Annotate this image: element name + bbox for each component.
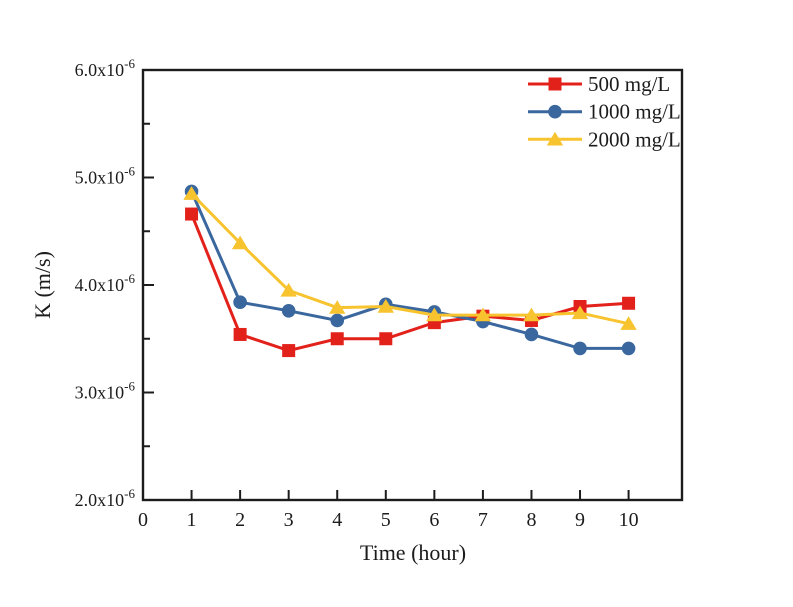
- data-point: [280, 282, 297, 297]
- data-point: [474, 307, 492, 322]
- data-point: [233, 295, 247, 310]
- x-tick-label: 1: [187, 509, 197, 531]
- series-line: [190, 190, 629, 350]
- x-tick-label: 6: [429, 509, 439, 531]
- legend-label: 2000 mg/L: [588, 127, 681, 151]
- data-point: [523, 307, 540, 322]
- legend-marker: [548, 77, 562, 91]
- data-point: [524, 327, 539, 342]
- y-axis-title: K (m/s): [30, 251, 55, 319]
- data-point: [282, 344, 296, 358]
- x-tick-label: 5: [381, 509, 391, 531]
- legend-item-2000-mg-l: 2000 mg/L: [528, 127, 681, 151]
- data-point: [185, 207, 199, 221]
- data-point: [622, 296, 636, 310]
- y-tick-label: 6.0x10-6: [75, 56, 136, 80]
- data-point: [621, 341, 636, 356]
- x-tick-label: 10: [619, 509, 639, 531]
- data-point: [426, 307, 443, 322]
- legend-label: 500 mg/L: [588, 72, 670, 96]
- data-point: [620, 316, 637, 330]
- data-point: [571, 305, 589, 320]
- x-tick-label: 8: [526, 509, 536, 531]
- data-point: [183, 186, 200, 200]
- x-tick-label: 4: [332, 509, 342, 531]
- data-point: [377, 299, 394, 313]
- series-2000-mg-l: [183, 186, 637, 330]
- series-500-mg-l: [185, 207, 636, 358]
- x-tick-label: 2: [235, 509, 245, 531]
- data-point: [281, 304, 296, 318]
- series-line: [190, 192, 629, 326]
- series-line: [190, 213, 629, 353]
- x-tick-label: 9: [575, 509, 585, 531]
- legend-item-1000-mg-l: 1000 mg/L: [528, 100, 681, 124]
- x-axis-title: Time (hour): [360, 540, 466, 565]
- data-point: [233, 327, 247, 341]
- plot-area: 0 1 2 3 4 5 6 7 8 9 10 2.0x10-6 3.0x10-6 4.0x10-6 5.0x…: [75, 56, 684, 531]
- y-tick-label: 2.0x10-6: [75, 486, 136, 510]
- plot-border: [141, 68, 684, 502]
- legend-label: 1000 mg/L: [588, 100, 681, 124]
- y-tick-label: 5.0x10-6: [75, 164, 136, 188]
- y-tick-label: 3.0x10-6: [75, 379, 136, 403]
- legend-marker: [546, 131, 564, 146]
- legend-item-500-mg-l: 500 mg/L: [528, 72, 670, 96]
- y-tick-label: 4.0x10-6: [75, 271, 136, 295]
- data-point: [329, 300, 346, 314]
- data-point: [573, 341, 587, 356]
- legend: 500 mg/L 1000 mg/L 2000 mg/L: [528, 72, 681, 151]
- data-point: [330, 332, 344, 346]
- legend-marker: [548, 104, 562, 119]
- x-tick-label: 7: [478, 509, 488, 531]
- x-tick-label: 0: [138, 509, 148, 531]
- x-tick-label: 3: [284, 509, 294, 531]
- data-point: [231, 235, 249, 250]
- data-point: [330, 313, 345, 328]
- data-point: [379, 332, 393, 346]
